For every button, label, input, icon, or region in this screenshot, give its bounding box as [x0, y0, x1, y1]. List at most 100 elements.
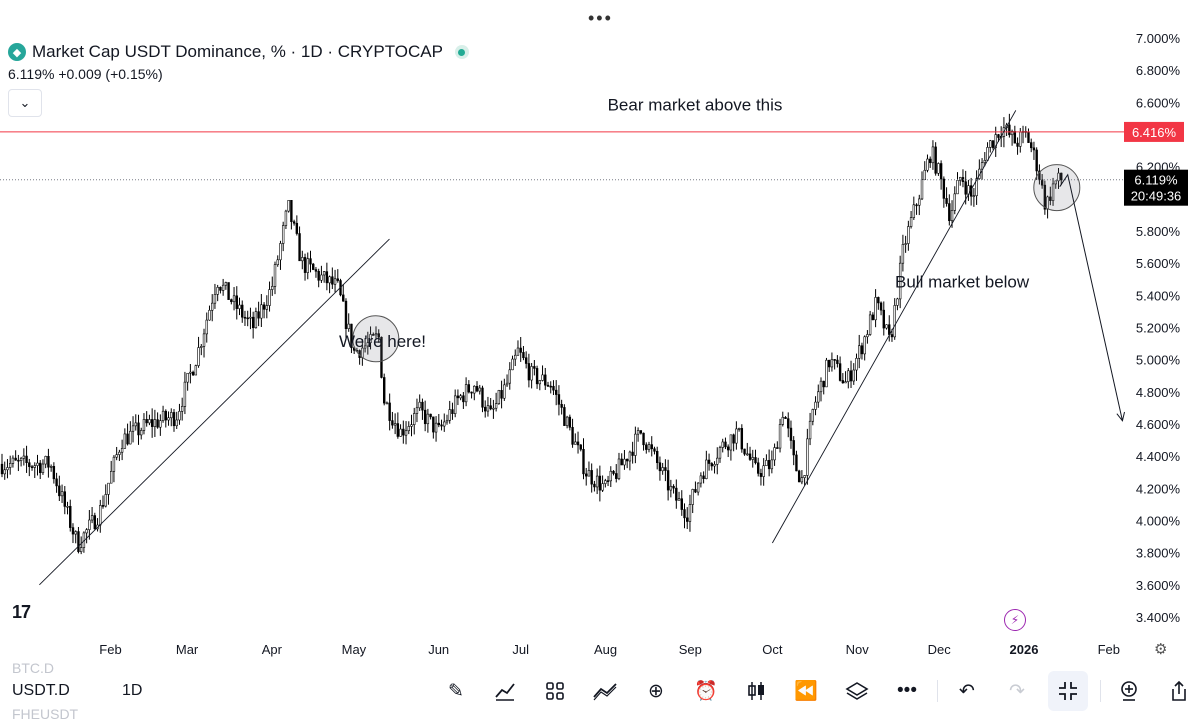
candle-body	[511, 358, 514, 371]
candle-body	[516, 347, 520, 356]
projection-arrow[interactable]	[1059, 173, 1123, 421]
layers-icon[interactable]	[844, 678, 870, 704]
price-chart[interactable]: Bear market above this We're here! Bull ma…	[0, 0, 1200, 662]
candle-body	[486, 405, 490, 412]
candle-body	[514, 354, 517, 360]
candle-body	[686, 517, 689, 522]
more-icon[interactable]: •••	[897, 680, 917, 701]
candle-body	[205, 319, 208, 335]
candle-body	[238, 304, 241, 309]
candle-body	[385, 402, 389, 405]
market-status-icon[interactable]	[454, 45, 469, 59]
fullscreen-exit-icon[interactable]	[1048, 671, 1088, 711]
candle-body	[413, 413, 416, 425]
candle-body	[1032, 147, 1036, 151]
candle-body	[322, 271, 326, 276]
candle-body	[251, 316, 255, 329]
candle-body	[953, 193, 956, 211]
tradingview-logo[interactable]: 17	[12, 602, 31, 622]
layouts-icon[interactable]	[542, 678, 568, 704]
candle-body	[885, 324, 888, 329]
candle-body	[14, 457, 17, 461]
trendline[interactable]	[39, 238, 390, 586]
candle-body	[972, 195, 976, 198]
candle-body	[590, 470, 593, 485]
candle-body	[36, 462, 39, 466]
candle-body	[860, 345, 864, 355]
time-tick-label: May	[342, 642, 367, 657]
candle-body	[1008, 124, 1011, 136]
drawing-icon[interactable]	[592, 678, 618, 704]
chart-menu-dots[interactable]: •••	[588, 8, 613, 28]
candle-body	[156, 419, 159, 428]
candle-body	[795, 454, 798, 472]
symbol-selector[interactable]: USDT.D	[12, 682, 70, 699]
candle-body	[838, 363, 842, 381]
candle-body	[159, 420, 162, 428]
candle-body	[789, 427, 793, 441]
candle-body	[653, 448, 656, 452]
candle-body	[836, 359, 839, 364]
candle-body	[194, 365, 198, 376]
candle-body	[937, 163, 940, 174]
replay-icon[interactable]: ⏪	[794, 681, 818, 702]
candle-body	[579, 444, 582, 450]
collapse-legend-button[interactable]: ⌄	[8, 89, 42, 117]
candle-body	[290, 200, 293, 222]
candles-icon[interactable]	[743, 678, 769, 704]
candle-body	[200, 346, 203, 348]
highlight-circle[interactable]	[352, 315, 400, 363]
candle-body	[257, 311, 260, 319]
time-tick-label: Oct	[762, 642, 783, 657]
candle-body	[314, 269, 318, 272]
candle-body	[628, 451, 632, 462]
price-tick-label: 5.400%	[1136, 288, 1181, 303]
candle-body	[877, 297, 880, 304]
candle-body	[563, 407, 566, 426]
candle-body	[841, 380, 845, 384]
candle-body	[148, 419, 151, 424]
bull-market-label: Bull market below	[895, 272, 1030, 291]
candle-body	[808, 420, 812, 440]
share-icon[interactable]	[1166, 678, 1192, 704]
candle-body	[216, 286, 219, 295]
candle-body	[52, 466, 56, 480]
candle-body	[866, 334, 869, 338]
candle-body	[748, 453, 752, 460]
candle-body	[598, 475, 602, 491]
chart-title[interactable]: Market Cap USDT Dominance, % · 1D · CRYP…	[32, 42, 443, 61]
candle-body	[172, 412, 176, 427]
previous-symbol[interactable]: BTC.D	[12, 660, 54, 676]
undo-icon[interactable]: ↶	[959, 680, 975, 702]
candle-body	[554, 389, 558, 395]
candle-body	[882, 309, 885, 329]
add-icon[interactable]: ⊕	[648, 680, 664, 702]
candle-body	[363, 345, 367, 349]
zoom-icon[interactable]	[1116, 678, 1142, 704]
indicators-icon[interactable]	[492, 678, 518, 704]
next-symbol[interactable]: FHEUSDT	[12, 706, 79, 722]
candle-body	[369, 334, 372, 343]
highlight-circle[interactable]	[1033, 164, 1081, 212]
candle-body	[879, 302, 883, 311]
candle-body	[93, 515, 97, 530]
trendline[interactable]	[771, 110, 1017, 544]
candle-body	[541, 374, 544, 381]
timeframe-selector[interactable]: 1D	[122, 682, 143, 699]
lightning-icon[interactable]: ⚡	[1004, 609, 1026, 631]
candle-body	[279, 243, 282, 261]
candle-body	[1057, 172, 1060, 182]
bear-market-label: Bear market above this	[608, 95, 783, 114]
candle-body	[901, 244, 905, 264]
candle-body	[6, 467, 9, 471]
candle-body	[986, 147, 989, 161]
time-tick-label: 2026	[1010, 642, 1039, 657]
candle-body	[271, 286, 274, 290]
settings-gear-icon[interactable]: ⚙	[1154, 641, 1168, 658]
candle-body	[912, 204, 916, 218]
brush-icon[interactable]: ✎	[448, 680, 464, 702]
candle-body	[1035, 149, 1038, 172]
alert-icon[interactable]: ⏰	[694, 681, 718, 702]
candle-body	[55, 478, 58, 487]
candle-body	[918, 198, 921, 206]
